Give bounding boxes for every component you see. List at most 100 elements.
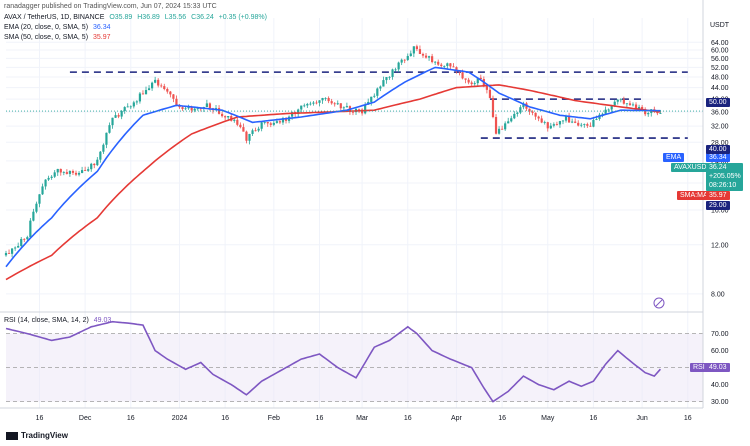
ema-legend-value: 36.34 [92,24,111,31]
candle-body [330,101,333,104]
candle-body [555,124,559,125]
candle-body [333,103,336,105]
candle-body [637,106,641,109]
candle-body [29,220,32,238]
candle-body [321,98,324,101]
candle-body [32,211,35,221]
x-tick-label: May [541,415,555,422]
candle-body [239,124,242,128]
candle-body [150,82,154,89]
rsi-tick-label: 40.00 [711,382,729,389]
x-axis: 16 Dec 16 2024 16 Feb 16 Mar 16 Apr 16 May 16 Jun 16 [36,415,692,422]
candle-body [187,106,190,109]
candle-body [269,123,272,125]
candle-body [281,118,285,123]
candle-body [114,115,117,118]
candle-body [470,82,473,85]
candle-body [437,61,440,65]
candle-body [391,69,394,77]
candle-body [160,85,163,87]
candle-body [53,172,56,177]
candle-body [440,64,443,66]
candle-body [424,55,428,58]
candle-body [7,253,11,254]
candle-body [227,116,230,118]
candle-body [394,69,397,71]
candle-body [522,103,525,108]
rsi-band [6,333,703,402]
candle-body [580,124,583,126]
ohlc-close: C36.24 [191,14,214,21]
candle-body [199,108,202,110]
candle-body [619,99,622,101]
x-tick-label: 16 [316,415,324,422]
candle-body [595,118,598,120]
candle-body [23,238,26,240]
x-tick-label: Dec [79,415,92,422]
candle-body [589,125,592,127]
candle-body [35,203,38,212]
candle-body [431,56,434,63]
candle-body [339,103,342,109]
candle-body [169,91,172,95]
candle-body [370,96,373,102]
candle-body [166,89,169,92]
eye-icon-slash [655,299,663,307]
candle-body [415,46,418,50]
candle-body [96,159,99,166]
tradingview-logo: TradingView [6,431,68,440]
candle-body [93,163,96,166]
x-tick-label: 2024 [172,415,188,422]
candle-body [260,122,263,129]
price-tick-label: 60.00 [711,48,729,55]
price-tick-label: 56.00 [711,56,729,63]
candle-body [172,94,175,99]
candle-body [376,88,379,96]
currency-label: USDT [710,22,730,29]
candle-body [236,119,239,125]
candle-body [610,105,613,110]
candle-body [336,103,339,105]
candle-body [586,124,589,126]
candle-body [373,95,376,97]
candle-body [601,113,604,115]
candle-body [488,89,492,98]
candle-body [504,123,507,130]
candle-body [205,103,208,108]
candle-body [278,121,282,123]
candle-body [138,93,142,102]
candle-body [604,109,607,114]
candle-body [4,253,8,256]
candle-body [357,108,361,110]
candle-body [494,117,498,134]
candle-body [41,186,44,195]
candle-body [406,56,409,60]
ohlc-open: O35.89 [109,14,133,21]
candle-body [491,97,495,118]
price-tick-label: 8.00 [711,291,725,298]
candle-body [412,46,415,54]
price-tick-label: 16.00 [711,207,729,214]
price-tick-label: 28.00 [711,140,729,147]
candle-body [634,104,638,109]
x-tick-label: 16 [36,415,44,422]
x-tick-label: 16 [127,415,135,422]
rsi-tick-label: 30.00 [711,399,729,406]
candle-body [233,119,236,121]
candle-body [400,59,403,63]
candle-body [540,118,543,123]
candle-body [99,151,102,160]
candle-body [47,177,50,180]
candle-body [485,86,488,90]
candle-body [561,120,565,122]
candle-body [38,194,41,204]
x-tick-label: 16 [684,415,692,422]
rsi-legend-value: 49.03 [93,317,112,324]
x-tick-label: 16 [404,415,412,422]
candle-body [364,104,367,114]
candle-body [351,111,355,113]
candle-body [306,103,309,106]
rsi-legend: RSI (14, close, SMA, 14, 2) 49.03 [4,316,114,325]
rsi-tag-label: RSI [690,363,708,372]
candle-body [291,112,294,117]
